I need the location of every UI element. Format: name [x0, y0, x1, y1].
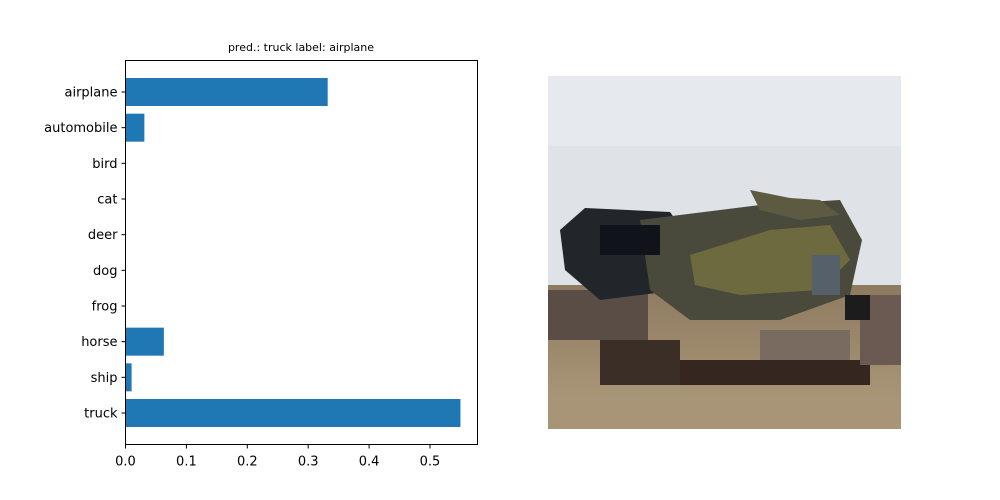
image-clutter: [680, 360, 870, 385]
y-tick-label-bird: bird: [92, 157, 117, 172]
bar-chart: pred.: truck label: airplane airplane aut…: [44, 41, 478, 470]
x-tick-label: 0.4: [359, 455, 380, 470]
image-plane-detail: [812, 255, 840, 295]
y-tick-label-ship: ship: [91, 371, 118, 386]
image-ground-lower: [548, 395, 901, 429]
y-axis-ticks: airplane automobile bird cat deer dog frog hors…: [44, 86, 126, 422]
image-plane-cockpit: [600, 225, 660, 255]
bar-ship: [125, 363, 132, 392]
y-tick-label-truck: truck: [84, 407, 118, 422]
y-tick-label-airplane: airplane: [65, 86, 118, 101]
image-clutter: [548, 290, 648, 340]
chart-title: pred.: truck label: airplane: [228, 41, 374, 54]
image-plane-tail: [750, 190, 840, 220]
y-tick-label-horse: horse: [81, 335, 117, 350]
image-sky-light: [548, 76, 901, 146]
x-tick-label: 0.2: [237, 455, 258, 470]
bar-automobile: [125, 113, 145, 142]
image-clutter: [600, 340, 680, 385]
y-tick-label-deer: deer: [88, 228, 118, 243]
x-axis-ticks: 0.0 0.1 0.2 0.3 0.4 0.5: [115, 444, 441, 470]
bar-truck: [125, 399, 461, 427]
bars-group: [125, 78, 461, 427]
image-plane-wing: [690, 225, 850, 295]
x-tick-label: 0.0: [115, 455, 136, 470]
x-tick-label: 0.1: [176, 455, 197, 470]
y-tick-label-dog: dog: [93, 264, 117, 279]
y-tick-label-frog: frog: [92, 300, 118, 315]
axes-frame: [125, 60, 478, 445]
bar-horse: [125, 327, 164, 356]
image-plane-detail: [845, 295, 870, 320]
y-tick-label-cat: cat: [97, 193, 117, 208]
y-tick-label-automobile: automobile: [44, 121, 117, 136]
input-image: [548, 76, 901, 429]
bar-airplane: [125, 78, 328, 106]
image-clutter: [760, 330, 850, 360]
x-tick-label: 0.5: [420, 455, 441, 470]
x-tick-label: 0.3: [298, 455, 319, 470]
